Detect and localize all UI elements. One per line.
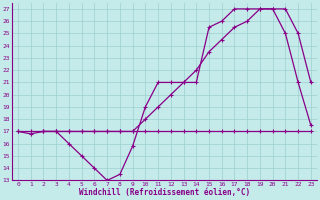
X-axis label: Windchill (Refroidissement éolien,°C): Windchill (Refroidissement éolien,°C) [79, 188, 250, 197]
